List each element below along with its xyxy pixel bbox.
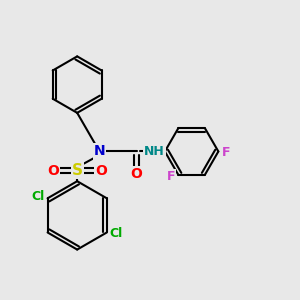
Text: F: F [167,169,175,183]
Text: O: O [131,167,142,181]
Text: O: O [47,164,59,178]
Text: NH: NH [144,145,165,158]
Text: Cl: Cl [110,227,123,241]
Text: Cl: Cl [32,190,45,203]
Text: O: O [95,164,107,178]
Text: S: S [72,163,83,178]
Text: F: F [221,146,230,160]
Text: N: N [94,145,105,158]
